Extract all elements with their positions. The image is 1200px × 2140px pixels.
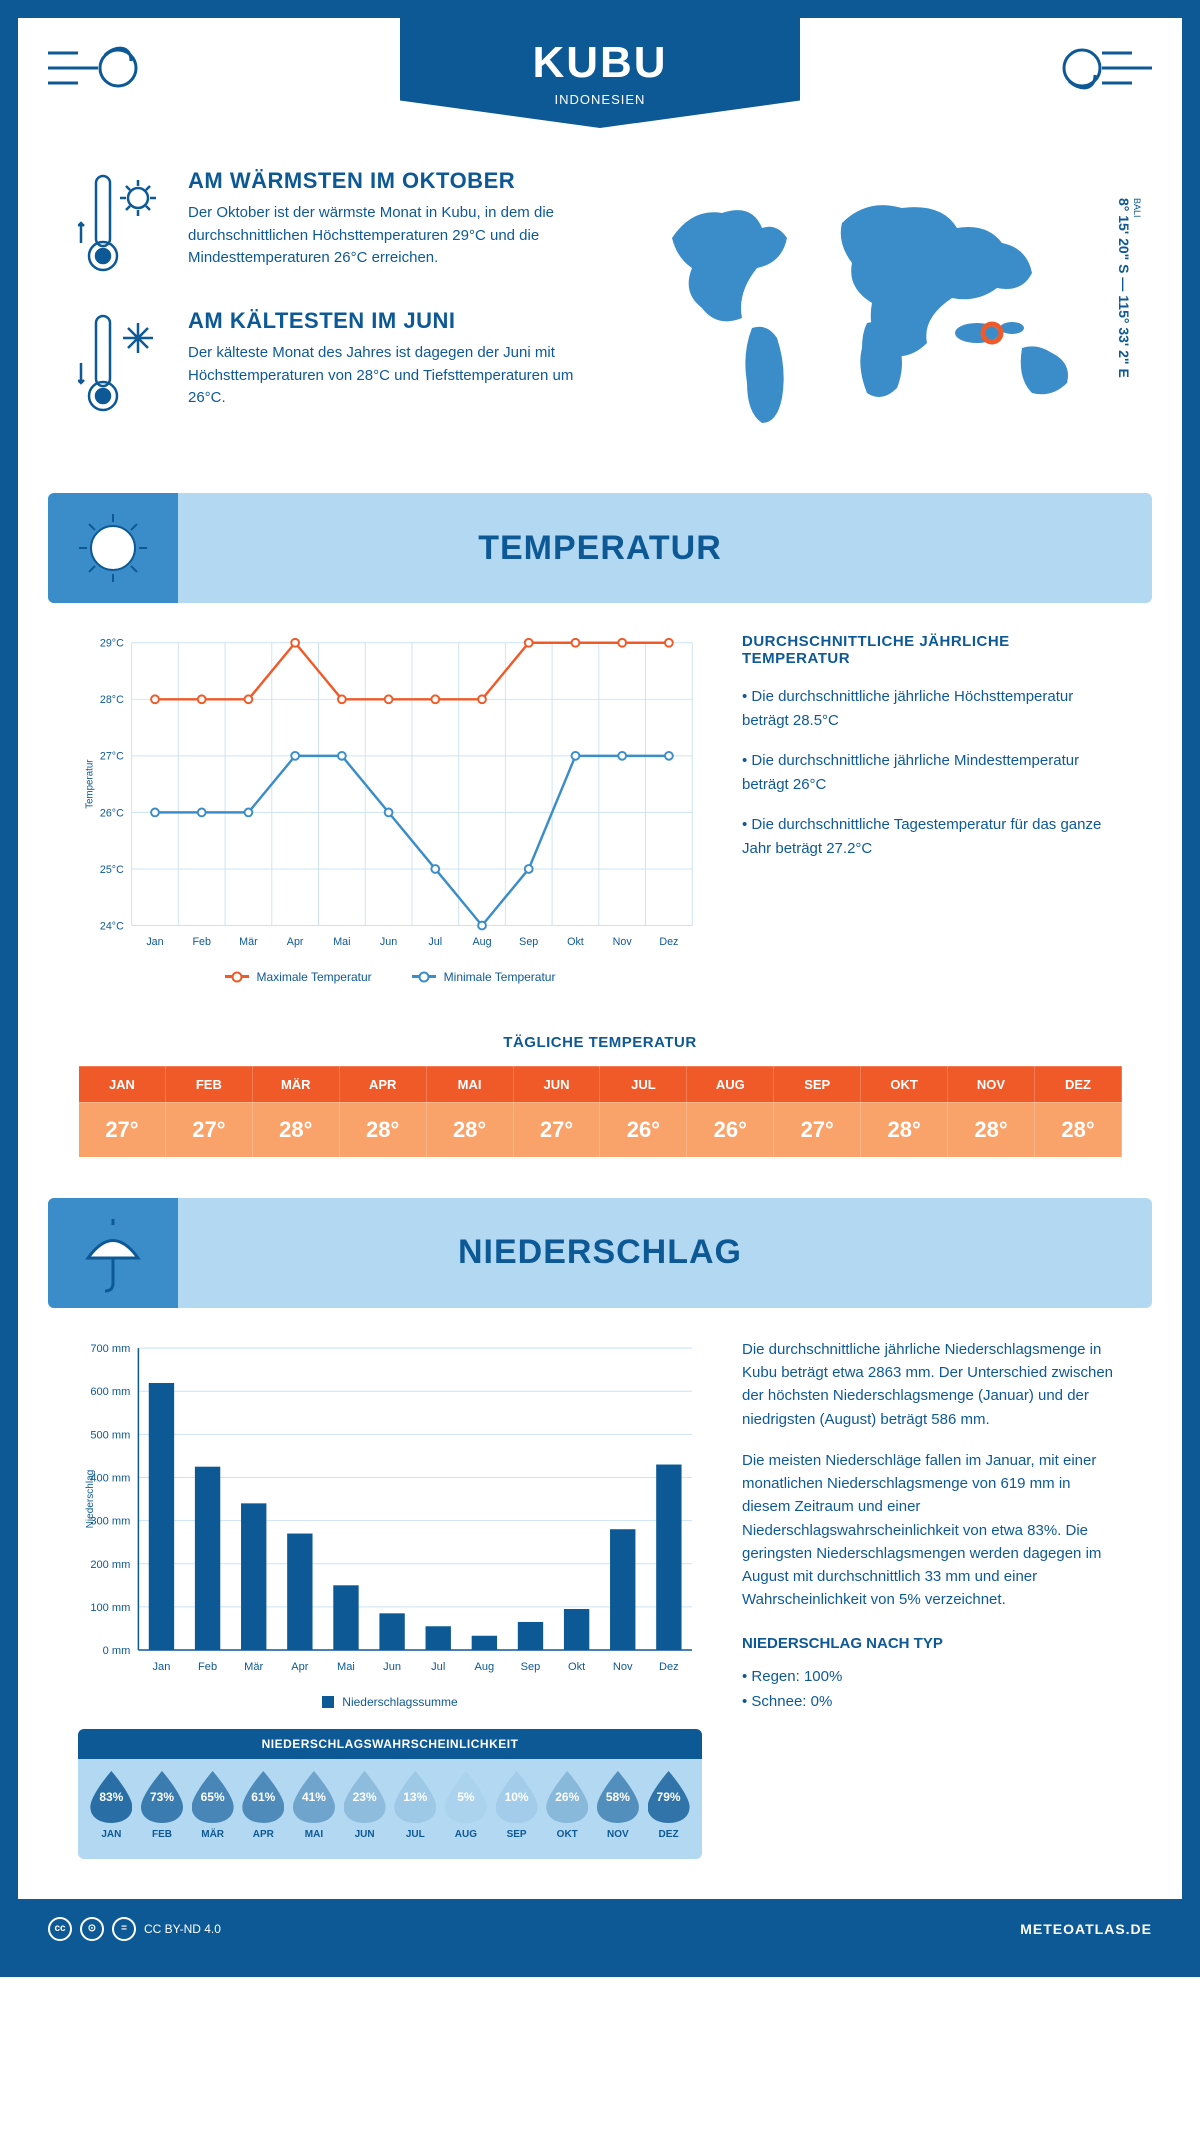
footer: cc⊙= CC BY-ND 4.0 METEOATLAS.DE xyxy=(18,1899,1182,1959)
coordinates: BALI 8° 15' 20" S — 115° 33' 2" E xyxy=(1116,198,1142,378)
coldest-text: Der kälteste Monat des Jahres ist dagege… xyxy=(188,342,602,410)
svg-text:500 mm: 500 mm xyxy=(90,1429,130,1441)
svg-text:Aug: Aug xyxy=(472,936,491,948)
legend-max: Maximale Temperatur xyxy=(225,970,372,984)
umbrella-icon xyxy=(73,1213,153,1293)
daily-table: JANFEBMÄRAPRMAIJUNJULAUGSEPOKTNOVDEZ27°2… xyxy=(78,1066,1122,1158)
svg-text:Mai: Mai xyxy=(337,1661,355,1673)
svg-text:Niederschlag: Niederschlag xyxy=(85,1469,96,1528)
temperature-summary: DURCHSCHNITTLICHE JÄHRLICHE TEMPERATUR •… xyxy=(742,633,1122,984)
svg-text:28°C: 28°C xyxy=(100,694,124,706)
svg-text:Temperatur: Temperatur xyxy=(85,759,96,809)
svg-text:Okt: Okt xyxy=(568,1661,585,1673)
warmest-block: AM WÄRMSTEN IM OKTOBER Der Oktober ist d… xyxy=(78,168,602,283)
svg-text:Nov: Nov xyxy=(613,936,633,948)
coldest-block: AM KÄLTESTEN IM JUNI Der kälteste Monat … xyxy=(78,308,602,423)
svg-text:Jul: Jul xyxy=(431,1661,445,1673)
svg-text:Apr: Apr xyxy=(287,936,304,948)
svg-text:Sep: Sep xyxy=(519,936,538,948)
svg-text:300 mm: 300 mm xyxy=(90,1515,130,1527)
daily-title: TÄGLICHE TEMPERATUR xyxy=(18,1034,1182,1051)
svg-text:400 mm: 400 mm xyxy=(90,1472,130,1484)
svg-text:Jan: Jan xyxy=(146,936,163,948)
precip-chart: 0 mm 100 mm 200 mm 300 mm 400 mm 500 mm 600 mm… xyxy=(78,1338,702,1680)
svg-text:600 mm: 600 mm xyxy=(90,1386,130,1398)
svg-text:Sep: Sep xyxy=(521,1661,541,1673)
svg-text:24°C: 24°C xyxy=(100,920,124,932)
world-map: BALI 8° 15' 20" S — 115° 33' 2" E xyxy=(642,168,1122,453)
probability-box: NIEDERSCHLAGSWAHRSCHEINLICHKEIT 83%JAN73… xyxy=(78,1729,702,1859)
svg-text:Jun: Jun xyxy=(383,1661,401,1673)
legend-precip: Niederschlagssumme xyxy=(322,1695,457,1709)
precip-header: NIEDERSCHLAG xyxy=(48,1198,1152,1308)
header: KUBU INDONESIEN xyxy=(18,18,1182,148)
wind-icon xyxy=(43,33,153,108)
svg-text:Feb: Feb xyxy=(198,1661,217,1673)
svg-text:Apr: Apr xyxy=(291,1661,309,1673)
sun-icon xyxy=(73,508,153,588)
precip-summary: Die durchschnittliche jährliche Niedersc… xyxy=(742,1338,1122,1859)
svg-text:Nov: Nov xyxy=(613,1661,633,1673)
warmest-text: Der Oktober ist der wärmste Monat in Kub… xyxy=(188,202,602,270)
coldest-title: AM KÄLTESTEN IM JUNI xyxy=(188,308,602,334)
svg-text:Aug: Aug xyxy=(475,1661,495,1673)
svg-text:Mär: Mär xyxy=(244,1661,263,1673)
svg-text:Mär: Mär xyxy=(239,936,258,948)
wind-icon xyxy=(1047,33,1157,108)
svg-text:Jun: Jun xyxy=(380,936,397,948)
warmest-title: AM WÄRMSTEN IM OKTOBER xyxy=(188,168,602,194)
svg-text:27°C: 27°C xyxy=(100,751,124,763)
svg-text:Dez: Dez xyxy=(659,1661,679,1673)
svg-text:Okt: Okt xyxy=(567,936,584,948)
svg-text:26°C: 26°C xyxy=(100,807,124,819)
svg-text:Mai: Mai xyxy=(333,936,350,948)
license: cc⊙= CC BY-ND 4.0 xyxy=(48,1917,221,1941)
page-subtitle: INDONESIEN xyxy=(400,92,800,107)
thermometer-hot-icon xyxy=(78,168,168,283)
svg-text:Dez: Dez xyxy=(659,936,678,948)
title-ribbon: KUBU INDONESIEN xyxy=(400,18,800,128)
svg-text:Jan: Jan xyxy=(153,1661,171,1673)
temperature-header: TEMPERATUR xyxy=(48,493,1152,603)
section-title: NIEDERSCHLAG xyxy=(458,1233,742,1272)
svg-text:29°C: 29°C xyxy=(100,638,124,650)
svg-text:700 mm: 700 mm xyxy=(90,1343,130,1355)
legend-min: Minimale Temperatur xyxy=(412,970,556,984)
svg-text:100 mm: 100 mm xyxy=(90,1602,130,1614)
page-title: KUBU xyxy=(400,38,800,88)
temperature-chart: 24°C 25°C 26°C 27°C 28°C 29°C Jan Feb Mär Apr Mai J… xyxy=(78,633,702,984)
section-title: TEMPERATUR xyxy=(478,529,722,568)
svg-text:200 mm: 200 mm xyxy=(90,1559,130,1571)
svg-text:Feb: Feb xyxy=(192,936,211,948)
svg-text:Jul: Jul xyxy=(428,936,442,948)
brand: METEOATLAS.DE xyxy=(1020,1921,1152,1937)
svg-text:25°C: 25°C xyxy=(100,864,124,876)
thermometer-cold-icon xyxy=(78,308,168,423)
svg-text:0 mm: 0 mm xyxy=(103,1645,131,1657)
